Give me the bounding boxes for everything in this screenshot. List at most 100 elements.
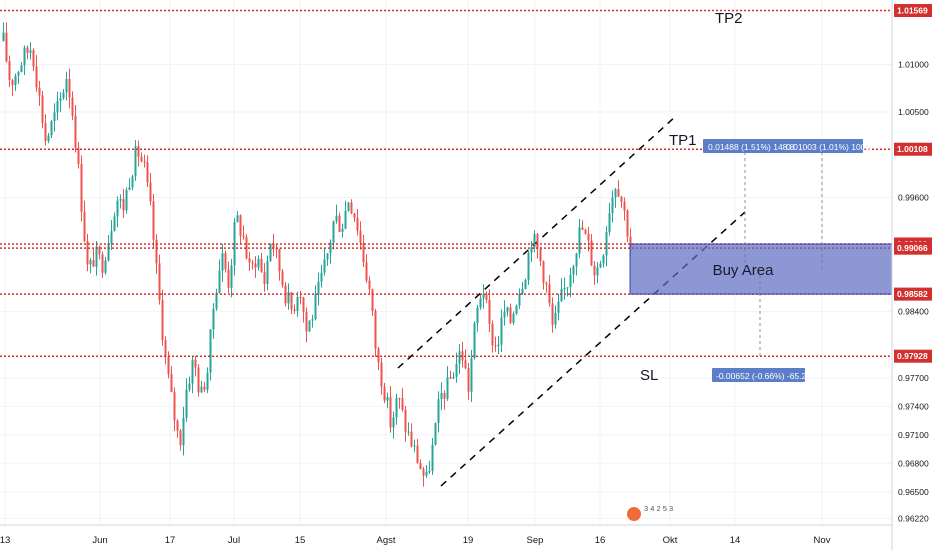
candle-body [317,281,320,295]
candle-body [170,373,173,393]
candle-body [518,293,521,306]
candle-body [59,98,62,102]
candle-body [185,389,188,418]
measure-label-down: -0.00652 (-0.66%) -65.2 [716,371,807,381]
candle-body [83,211,86,242]
candle-body [26,47,29,53]
candle-body [590,240,593,266]
candle-body [398,398,401,400]
price-label-box [894,349,932,363]
candle-body [251,262,254,264]
candle-body [143,161,146,163]
y-tick-label: 0.97700 [898,373,929,383]
x-tick-label: 14 [730,535,741,546]
candle-body [533,234,536,248]
candle-body [422,469,425,476]
measure-label-down-box [712,368,805,382]
candle-body [551,303,554,325]
candle-body [500,317,503,345]
candle-body [608,213,611,233]
x-tick-label: Jul [228,535,240,546]
candle-body [602,255,605,264]
candle-body [539,248,542,262]
x-tick-label: Nov [814,535,831,546]
candle-body [614,189,617,198]
candle-body [368,280,371,290]
candle-body [173,392,176,421]
candle-body [218,270,221,293]
candle-body [431,444,434,471]
candle-body [362,242,365,263]
candle-body [17,72,20,76]
candle-body [497,344,500,347]
candle-body [380,362,383,387]
candle-body [221,253,224,271]
candle-body [71,97,74,116]
candle-body [56,101,59,113]
candle-body [5,32,8,62]
candle-body [353,213,356,218]
candle-body [35,66,38,88]
buy-area-rect [629,243,893,295]
candle-body [530,247,533,253]
tp2-label: TP2 [715,10,743,27]
candle-body [107,243,110,261]
candle-body [413,445,416,447]
candle-body [623,201,626,211]
candle-body [11,79,14,86]
candle-body [203,386,206,390]
candle-body [563,288,566,290]
y-tick-label: 0.96800 [898,458,929,468]
candle-body [236,215,239,223]
candle-body [194,359,197,368]
candle-body [482,294,485,299]
candle-body [485,294,488,301]
candle-body [392,417,395,428]
candle-body [290,292,293,310]
candle-body [77,147,80,164]
candle-body [311,319,314,321]
candle-body [542,261,545,284]
candle-body [578,227,581,254]
candle-body [404,409,407,432]
candle-body [158,263,161,301]
candle-body [587,233,590,241]
candle-body [119,198,122,201]
candle-body [14,75,17,86]
candle-body [596,267,599,276]
candle-body [467,368,470,392]
candle-body [86,241,89,265]
candle-body [440,393,443,400]
candle-body [116,200,119,217]
candle-body [407,431,410,433]
candle-body [371,289,374,311]
y-tick-label: 0.96500 [898,487,929,497]
candle-body [323,259,326,273]
candle-body [101,254,104,273]
candle-body [620,196,623,202]
price-label-box [894,4,932,18]
candle-body [128,187,131,190]
candle-body [344,210,347,229]
candle-body [110,230,113,244]
candle-body [224,253,227,270]
candle-body [74,115,77,148]
candle-body [44,123,47,142]
candle-body [152,201,155,240]
candle-body [266,260,269,284]
candle-body [38,87,41,96]
candle-body [389,397,392,428]
candle-body [149,182,152,202]
candle-body [374,310,377,349]
candle-body [188,383,191,390]
y-tick-label: 0.96220 [898,513,929,523]
candle-body [95,246,98,267]
candle-body [287,292,290,304]
buy-area-zone[interactable]: Buy Area [629,243,893,295]
candle-body [176,420,179,431]
candle-body [137,146,140,157]
y-tick-label: 0.98400 [898,306,929,316]
symbol-badge: 3 4 2 5 3 [627,504,673,521]
candle-body [308,320,311,332]
